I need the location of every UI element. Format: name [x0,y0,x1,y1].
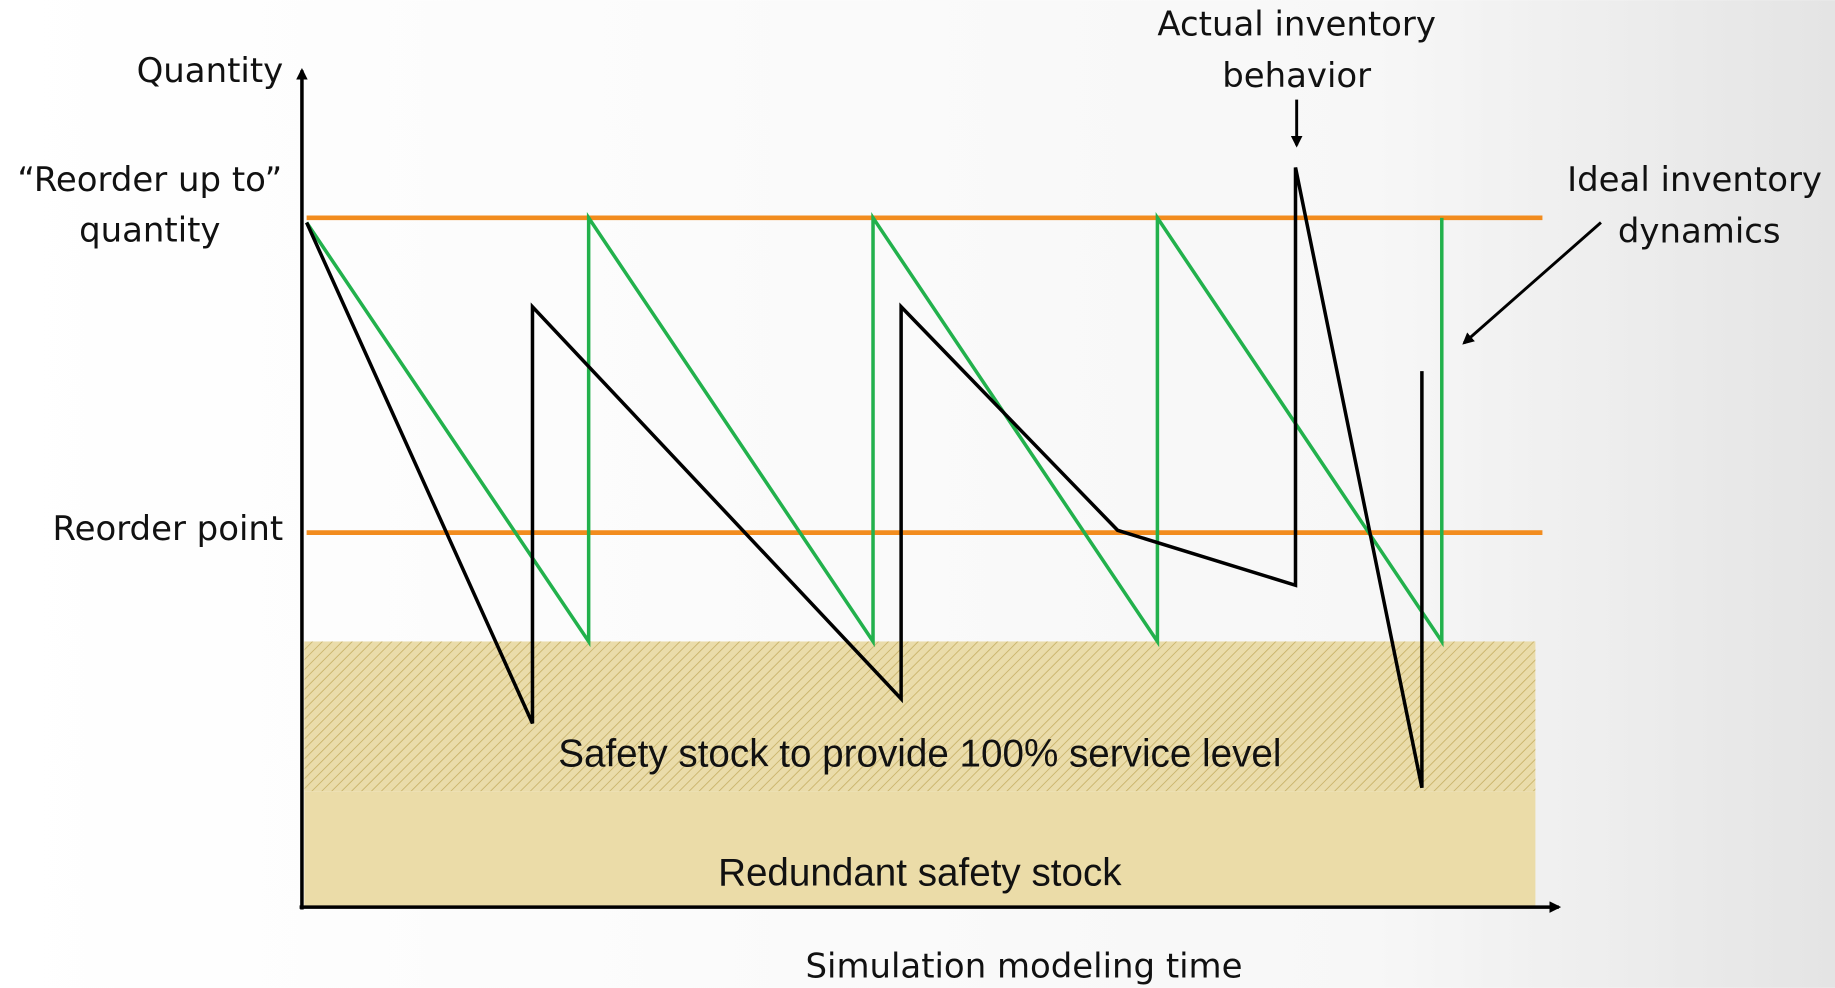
level-label: “Reorder up to” [17,161,282,200]
ideal-line [305,212,1444,648]
y-axis-label: Quantity [137,52,284,91]
region-label: Redundant safety stock [718,852,1122,895]
x-axis-label: Simulation modeling time [806,947,1243,986]
level-label: Reorder point [53,510,284,549]
ideal-arrow [1462,221,1602,345]
actual-line [305,167,1424,789]
region-label: Safety stock to provide 100% service lev… [558,732,1281,775]
annotation: behavior [1222,57,1371,96]
safety-stock-region [304,641,1536,792]
redundant-region [304,791,1536,908]
annotation: dynamics [1618,213,1781,252]
annotation: Ideal inventory [1567,161,1822,200]
annotation: Actual inventory [1157,5,1436,44]
level-label: quantity [79,211,220,250]
